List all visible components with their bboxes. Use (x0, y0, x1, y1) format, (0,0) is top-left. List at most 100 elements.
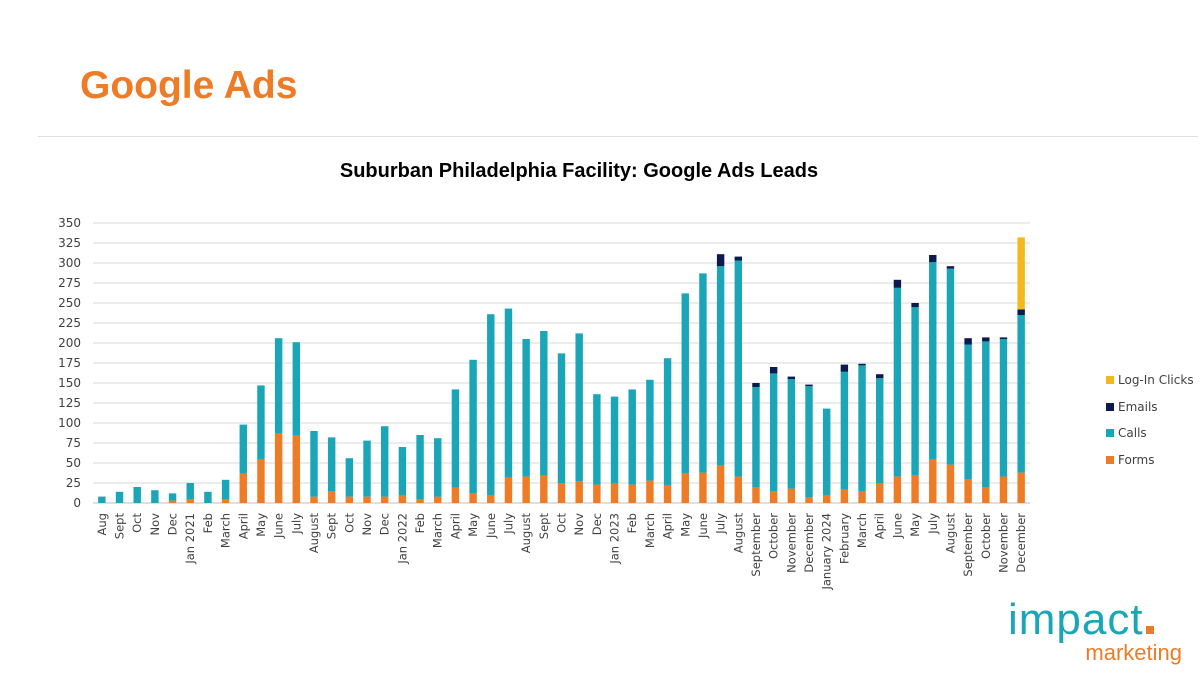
x-tick-label: August (519, 513, 533, 554)
bar-segment-emails (982, 337, 990, 342)
bar-segment-calls (274, 338, 283, 434)
x-tick-label: Dec (590, 513, 604, 535)
bar-segment-calls (115, 491, 124, 503)
bar-segment-calls (345, 458, 354, 497)
legend-label-forms: Forms (1118, 452, 1155, 467)
bar-segment-login (1017, 237, 1025, 310)
x-tick-label: Nov (360, 513, 374, 536)
y-tick-label: 225 (58, 316, 81, 330)
bar-segment-calls (239, 424, 247, 474)
x-tick-label: April (448, 513, 462, 539)
x-tick-label: September (749, 513, 763, 577)
bar-segment-calls (699, 273, 707, 473)
y-tick-label: 350 (58, 216, 81, 230)
bar-segment-forms (557, 483, 566, 503)
y-tick-label: 325 (58, 236, 81, 250)
x-tick-label: June (272, 513, 286, 539)
x-tick-label: May (254, 513, 268, 537)
bar-segment-forms (646, 480, 654, 503)
x-tick-label: July (714, 513, 728, 535)
x-tick-label: October (767, 513, 781, 559)
x-tick-label: Feb (201, 513, 215, 533)
bar-segment-calls (380, 426, 389, 497)
bar-segment-forms (1017, 472, 1025, 503)
bar-segment-calls (982, 341, 990, 487)
bar-segment-forms (964, 479, 972, 503)
bar-segment-calls (805, 386, 813, 498)
bar-segment-forms (380, 496, 389, 503)
bar-segment-calls (929, 262, 937, 459)
legend-item-calls: Calls (1106, 420, 1194, 447)
bar-segment-emails (929, 255, 937, 263)
logo-main-text: impact (1008, 595, 1144, 644)
x-tick-label: October (979, 513, 993, 559)
bar-segment-calls (398, 447, 407, 495)
logo-wordmark: impact (1008, 598, 1154, 642)
x-tick-label: January 2024 (820, 513, 834, 591)
bar-segment-emails (787, 376, 796, 379)
bar-segment-forms (628, 484, 636, 503)
bar-segment-forms (239, 473, 247, 503)
x-tick-label: March (219, 513, 233, 548)
y-tick-label: 25 (66, 476, 81, 490)
x-tick-label: June (696, 513, 710, 539)
bar-segment-forms (929, 459, 937, 503)
x-tick-label: August (731, 513, 745, 554)
x-tick-label: December (802, 513, 816, 573)
bar-segment-forms (292, 435, 301, 503)
x-tick-label: May (908, 513, 922, 537)
title-divider (38, 136, 1198, 137)
legend-swatch-calls (1106, 429, 1114, 438)
bar-segment-forms (416, 499, 424, 503)
bar-segment-forms (893, 476, 902, 503)
x-tick-label: May (466, 513, 480, 537)
bar-segment-calls (327, 437, 336, 491)
bar-segment-emails (734, 256, 743, 261)
bar-segment-forms (593, 484, 601, 503)
bar-segment-calls (769, 373, 778, 491)
x-tick-label: Feb (413, 513, 427, 533)
bar-segment-emails (964, 338, 972, 345)
bar-segment-emails (893, 279, 902, 288)
bar-segment-forms (540, 475, 548, 503)
bar-segment-calls (787, 379, 796, 489)
bar-segment-calls (133, 487, 141, 503)
bar-segment-forms (257, 459, 265, 503)
x-tick-label: Oct (555, 513, 569, 533)
bar-segment-forms (310, 496, 318, 503)
x-tick-label: December (1014, 513, 1028, 573)
legend-item-forms: Forms (1106, 447, 1194, 474)
bar-segment-forms (840, 489, 849, 503)
bar-segment-forms (876, 483, 884, 503)
x-tick-label: June (484, 513, 498, 539)
x-tick-label: March (855, 513, 869, 548)
legend-swatch-login (1106, 376, 1114, 385)
x-tick-label: July (289, 513, 303, 535)
x-tick-label: November (784, 513, 798, 573)
bar-segment-emails (805, 384, 813, 387)
bar-segment-forms (487, 495, 495, 503)
x-tick-label: November (996, 513, 1010, 573)
x-tick-label: Dec (166, 513, 180, 535)
bar-segment-calls (416, 435, 424, 499)
bar-segment-calls (734, 260, 743, 477)
chart-title: Suburban Philadelphia Facility: Google A… (339, 160, 819, 182)
bar-segment-calls (451, 389, 460, 488)
x-tick-label: Sept (325, 513, 339, 540)
bar-segment-emails (911, 303, 919, 307)
bar-segment-emails (858, 363, 866, 366)
bar-segment-calls (716, 266, 725, 466)
logo-subtext: marketing (1085, 640, 1182, 665)
y-tick-label: 100 (58, 416, 81, 430)
bar-segment-forms (946, 464, 955, 503)
x-tick-label: September (961, 513, 975, 577)
x-tick-label: August (307, 513, 321, 554)
logo-dot-icon (1145, 626, 1154, 634)
bar-segment-emails (999, 337, 1008, 339)
x-tick-label: August (943, 513, 957, 554)
bar-segment-calls (858, 365, 866, 491)
bar-segment-calls (292, 342, 301, 435)
bar-segment-calls (646, 379, 654, 481)
y-tick-label: 125 (58, 396, 81, 410)
bar-segment-forms (911, 475, 919, 503)
